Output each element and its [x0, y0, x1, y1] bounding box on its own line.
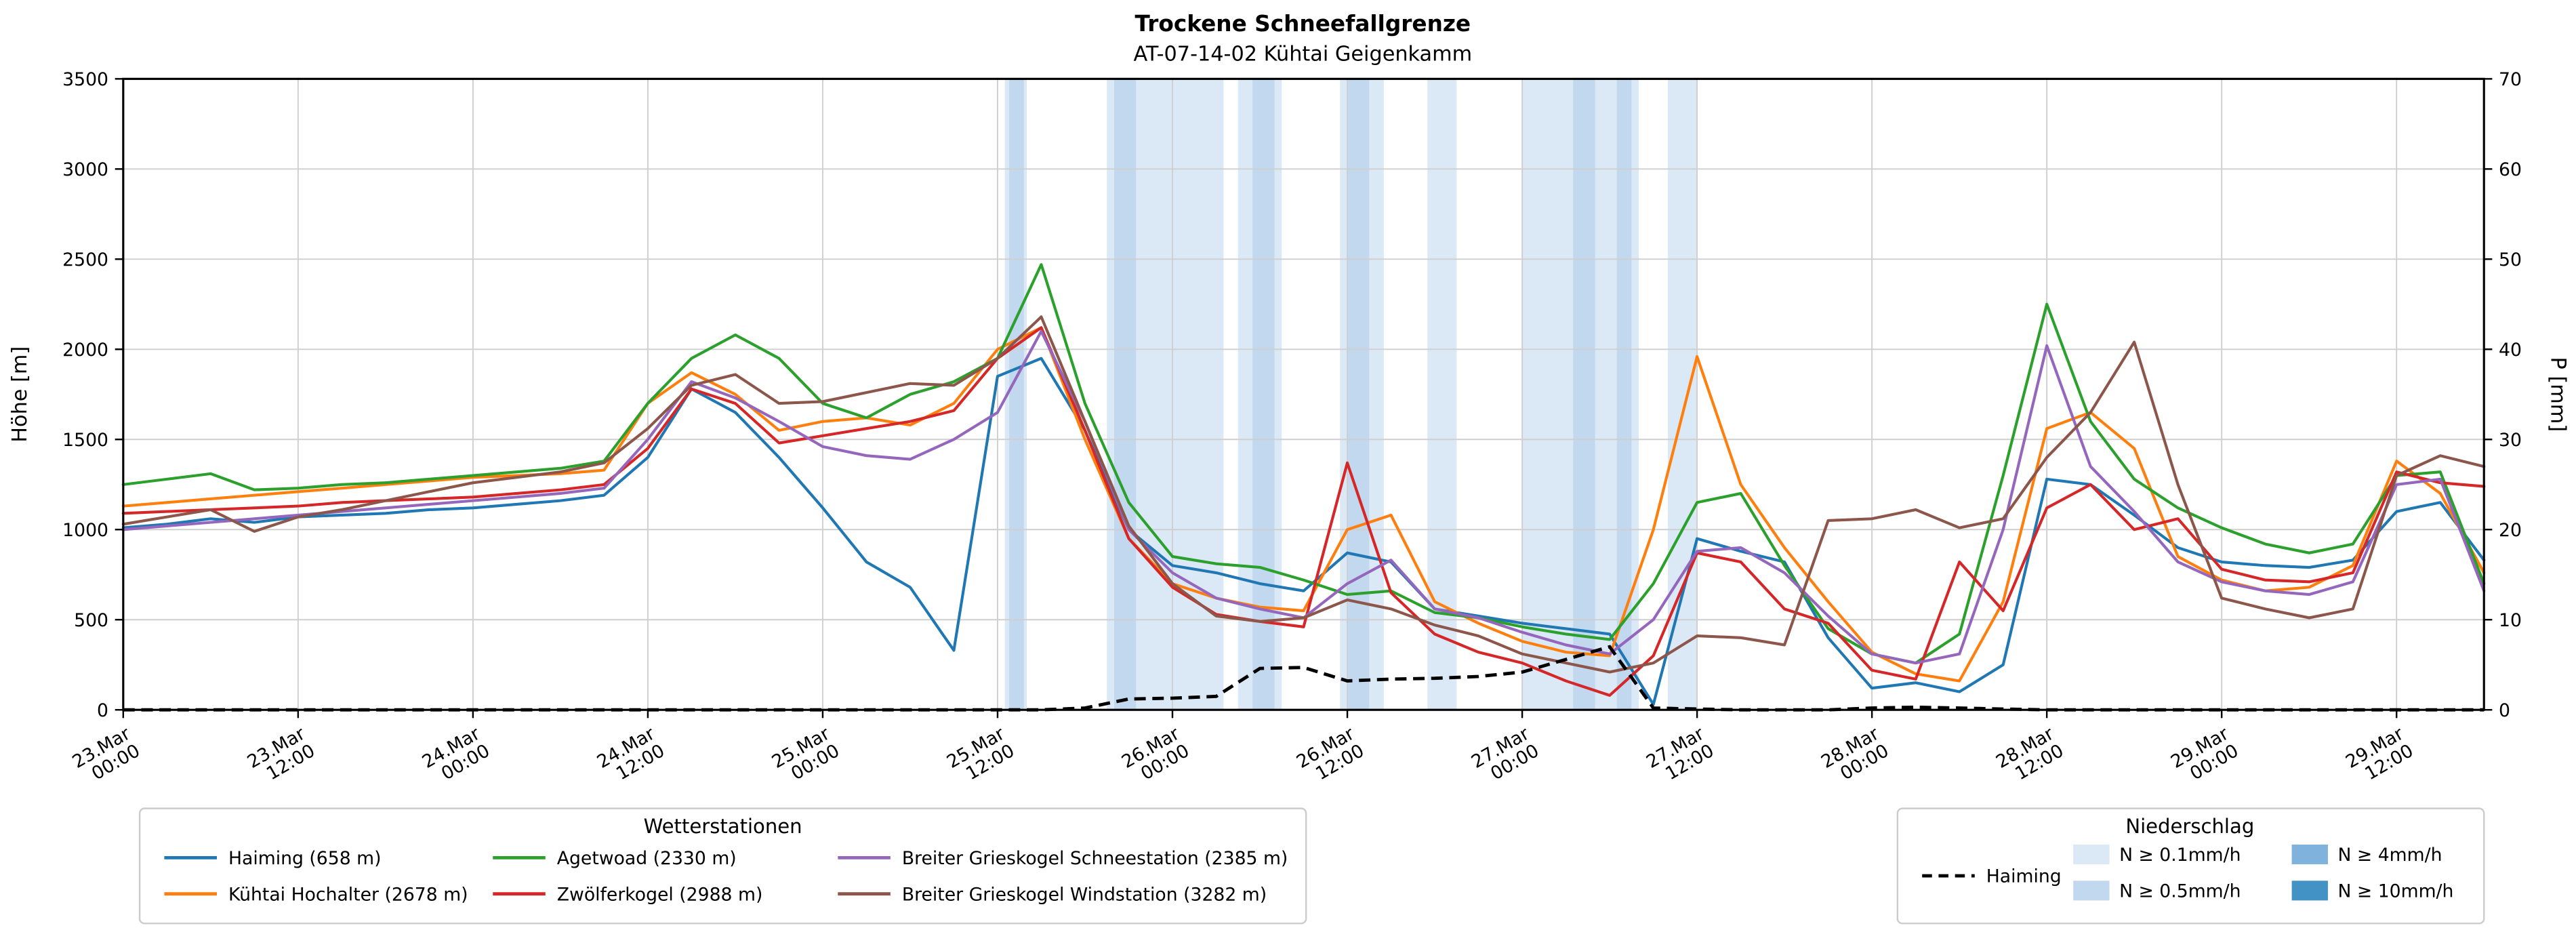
precip-band-0.5	[1616, 79, 1632, 710]
legend-label: Breiter Grieskogel Schneestation (2385 m…	[902, 848, 1288, 869]
series-line	[121, 263, 2486, 665]
legend-box	[1896, 807, 2485, 925]
precip-band-layer	[1004, 79, 1698, 710]
legend-label: Zwölferkogel (2988 m)	[557, 884, 763, 905]
legend-wetterstationen: Wetterstationen Haiming (658 m) Kühtai H…	[138, 807, 1307, 925]
precip-band-0.5	[1573, 79, 1595, 710]
legend-patch	[2291, 881, 2328, 901]
legend-title: Wetterstationen	[644, 815, 802, 838]
legend-label: Haiming	[1986, 866, 2062, 887]
legend-label: Kühtai Hochalter (2678 m)	[228, 884, 468, 905]
y-tick-label-left: 1000	[62, 520, 108, 541]
precip-band-0.5	[1113, 79, 1137, 710]
y-axis-label-right: P [mm]	[2546, 357, 2570, 432]
x-tick-label: 28.Mar00:00	[1818, 723, 1892, 790]
plot-frame	[122, 77, 2485, 711]
y-tick-label-left: 500	[74, 610, 108, 631]
series-line	[121, 326, 2486, 697]
y-axis-label-left: Höhe [m]	[8, 346, 32, 443]
legend-label: N ≥ 4mm/h	[2337, 845, 2442, 866]
x-tick-label: 27.Mar12:00	[1643, 723, 1717, 790]
y-tick-label-left: 3500	[62, 69, 108, 90]
precip-band-0.5	[1009, 79, 1024, 710]
y-tick-label-left: 0	[97, 700, 108, 721]
series-layer	[121, 263, 2486, 712]
x-tick-label: 29.Mar12:00	[2342, 723, 2417, 790]
precip-dashed-line	[123, 645, 2485, 712]
legend-niederschlag: Niederschlag Haiming N ≥ 0.1mm/h N ≥ 0.5…	[1896, 807, 2485, 925]
y-tick-label-right: 20	[2499, 520, 2522, 541]
x-tick-label: 25.Mar12:00	[943, 723, 1018, 790]
x-tick-label: 23.Mar00:00	[69, 723, 144, 790]
y-tick-label-left: 1500	[62, 430, 108, 451]
x-tick-label: 27.Mar00:00	[1468, 723, 1542, 790]
legend-patch	[2291, 844, 2328, 865]
x-tick-label: 24.Mar12:00	[594, 723, 668, 790]
precip-band-0.5	[1347, 79, 1370, 710]
precip-band-0.1	[1668, 79, 1698, 710]
legend-title: Niederschlag	[2125, 815, 2254, 838]
chart-subtitle: AT-07-14-02 Kühtai Geigenkamm	[1133, 43, 1472, 66]
legend-label: N ≥ 0.1mm/h	[2119, 845, 2241, 866]
precip-band-0.5	[1252, 79, 1275, 710]
y-tick-label-right: 0	[2499, 700, 2510, 721]
legend-label: Haiming (658 m)	[228, 848, 382, 869]
y-tick-label-left: 3000	[62, 159, 108, 180]
grid-layer	[122, 78, 2485, 711]
y-tick-label-right: 60	[2499, 159, 2522, 180]
y-tick-label-right: 50	[2499, 249, 2522, 270]
y-tick-label-right: 40	[2499, 340, 2522, 361]
legend-box	[138, 807, 1307, 925]
legend-label: N ≥ 0.5mm/h	[2119, 881, 2241, 902]
x-tick-label: 29.Mar00:00	[2167, 723, 2242, 790]
legend-label: Breiter Grieskogel Windstation (3282 m)	[902, 884, 1267, 905]
x-tick-label: 24.Mar00:00	[419, 723, 493, 790]
y-tick-label-right: 70	[2499, 69, 2522, 90]
x-tick-label: 26.Mar00:00	[1118, 723, 1193, 790]
y-tick-label-right: 10	[2499, 610, 2522, 631]
axes-layer: 23.Mar00:00 23.Mar12:00 24.Mar00:00 24.Mar1…	[62, 69, 2522, 790]
x-tick-label: 28.Mar12:00	[1992, 723, 2067, 790]
series-line	[121, 315, 2486, 674]
legend-label: N ≥ 10mm/h	[2337, 881, 2453, 902]
y-tick-label-right: 30	[2499, 430, 2522, 451]
legend-patch	[2073, 844, 2110, 865]
x-tick-label: 23.Mar12:00	[244, 723, 319, 790]
series-line	[121, 357, 2486, 706]
chart-title: Trockene Schneefallgrenze	[1135, 11, 1471, 37]
legend-label: Agetwoad (2330 m)	[557, 848, 737, 869]
x-tick-label: 25.Mar00:00	[769, 723, 843, 790]
y-tick-label-left: 2500	[62, 249, 108, 270]
legend-patch	[2073, 881, 2110, 901]
x-tick-label: 26.Mar12:00	[1293, 723, 1368, 790]
y-tick-label-left: 2000	[62, 340, 108, 361]
